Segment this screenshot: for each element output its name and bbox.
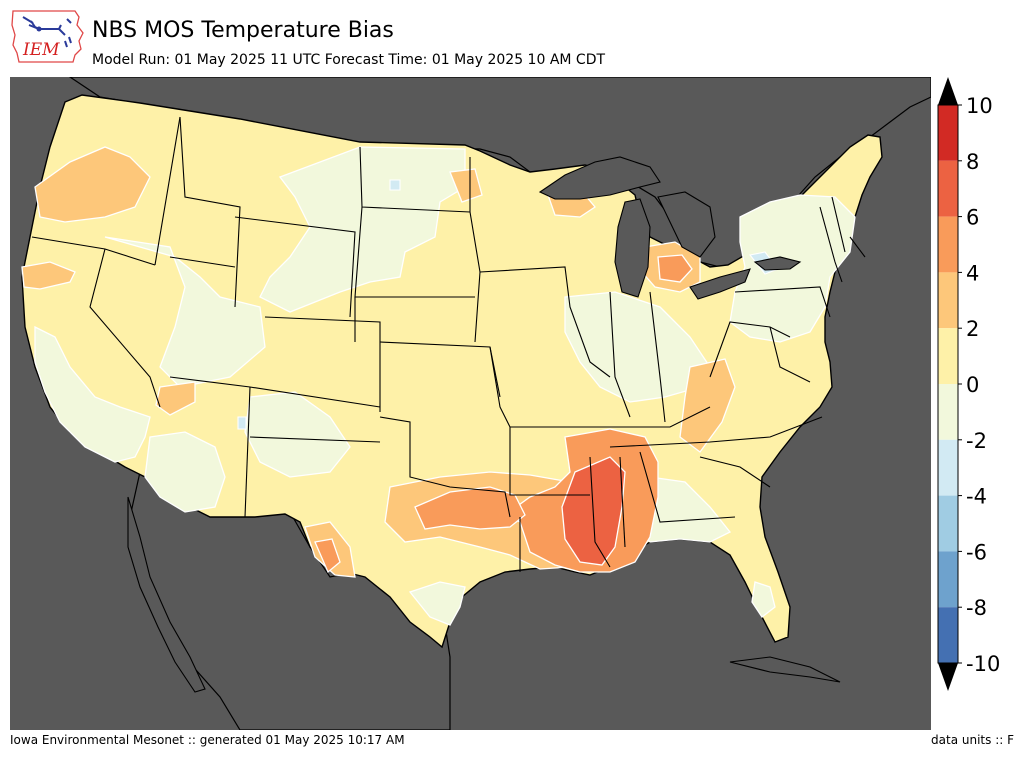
- iem-logo: IEM: [11, 10, 84, 63]
- region-nm-cold-spot: [237, 416, 247, 430]
- lake-huron: [657, 191, 716, 258]
- region-michigan-core: [657, 254, 693, 283]
- region-pacific-northwest: [34, 146, 151, 223]
- vane-hub-icon: [36, 26, 42, 32]
- colorbar-tick-label: -6: [966, 540, 987, 564]
- colorbar-tick-label: -2: [966, 429, 987, 453]
- region-arizona-spot: [155, 381, 196, 416]
- colorbar-tick-label: 8: [966, 150, 979, 174]
- region-ohio-valley: [564, 291, 711, 403]
- colorbar-tick-label: 10: [966, 94, 993, 118]
- colorbar-tick-label: -4: [966, 485, 987, 509]
- bias-map: [10, 77, 931, 730]
- colorbar-levels: [938, 105, 958, 663]
- region-new-mexico: [244, 391, 351, 478]
- state-borders: [31, 116, 866, 572]
- footer-credit: Iowa Environmental Mesonet :: generated …: [10, 733, 405, 747]
- region-texas-band: [414, 486, 526, 530]
- colorbar-level-3: [938, 272, 958, 329]
- lake-superior: [538, 156, 661, 200]
- colorbar-level-9: [938, 607, 958, 663]
- logo-text: IEM: [22, 40, 60, 60]
- region-florida-panhandle: [751, 581, 776, 618]
- lake-michigan: [614, 198, 651, 298]
- colorbar-tick-label: 2: [966, 317, 979, 341]
- page-subtitle: Model Run: 01 May 2025 11 UTC Forecast T…: [92, 52, 606, 68]
- region-california-coast: [34, 325, 151, 463]
- colorbar-level-8: [938, 551, 958, 608]
- region-great-basin: [104, 236, 266, 388]
- baja-peninsula: [127, 496, 206, 693]
- colorbar-tick-label: -8: [966, 596, 987, 620]
- cuba-island: [729, 656, 841, 683]
- colorbar: 10 8 6 4 2 0 -2 -4 -6 -8 -10: [937, 77, 1000, 691]
- colorbar-ticks: 10 8 6 4 2 0 -2 -4 -6 -8 -10: [958, 94, 1000, 676]
- page-title: NBS MOS Temperature Bias: [92, 18, 394, 43]
- lake-ontario: [753, 256, 802, 271]
- weather-vane-icon: [22, 16, 72, 48]
- iowa-outline-icon: [11, 10, 84, 63]
- region-southwest-desert: [144, 431, 226, 513]
- colorbar-under-arrow: [938, 663, 958, 691]
- colorbar-level-6: [938, 439, 958, 496]
- region-north-dakota-spot: [449, 168, 483, 203]
- footer-units: data units :: F: [931, 733, 1014, 747]
- colorbar-tick-label: 6: [966, 206, 979, 230]
- colorbar-level-4: [938, 328, 958, 384]
- region-south-texas: [408, 581, 466, 626]
- colorbar-level-1: [938, 160, 958, 217]
- lake-erie: [689, 268, 751, 300]
- region-kentucky: [679, 358, 736, 453]
- colorbar-level-2: [938, 216, 958, 273]
- colorbar-level-7: [938, 495, 958, 552]
- colorbar-tick-label: 0: [966, 373, 979, 397]
- region-nd-cold-spot: [389, 179, 401, 191]
- colorbar-tick-label: 4: [966, 261, 979, 285]
- colorbar-over-arrow: [938, 77, 958, 105]
- region-north-california: [21, 261, 76, 290]
- colorbar-level-0: [938, 105, 958, 161]
- colorbar-tick-label: -10: [966, 652, 1000, 676]
- region-south-texas-tip: [314, 538, 341, 574]
- colorbar-level-5: [938, 384, 958, 440]
